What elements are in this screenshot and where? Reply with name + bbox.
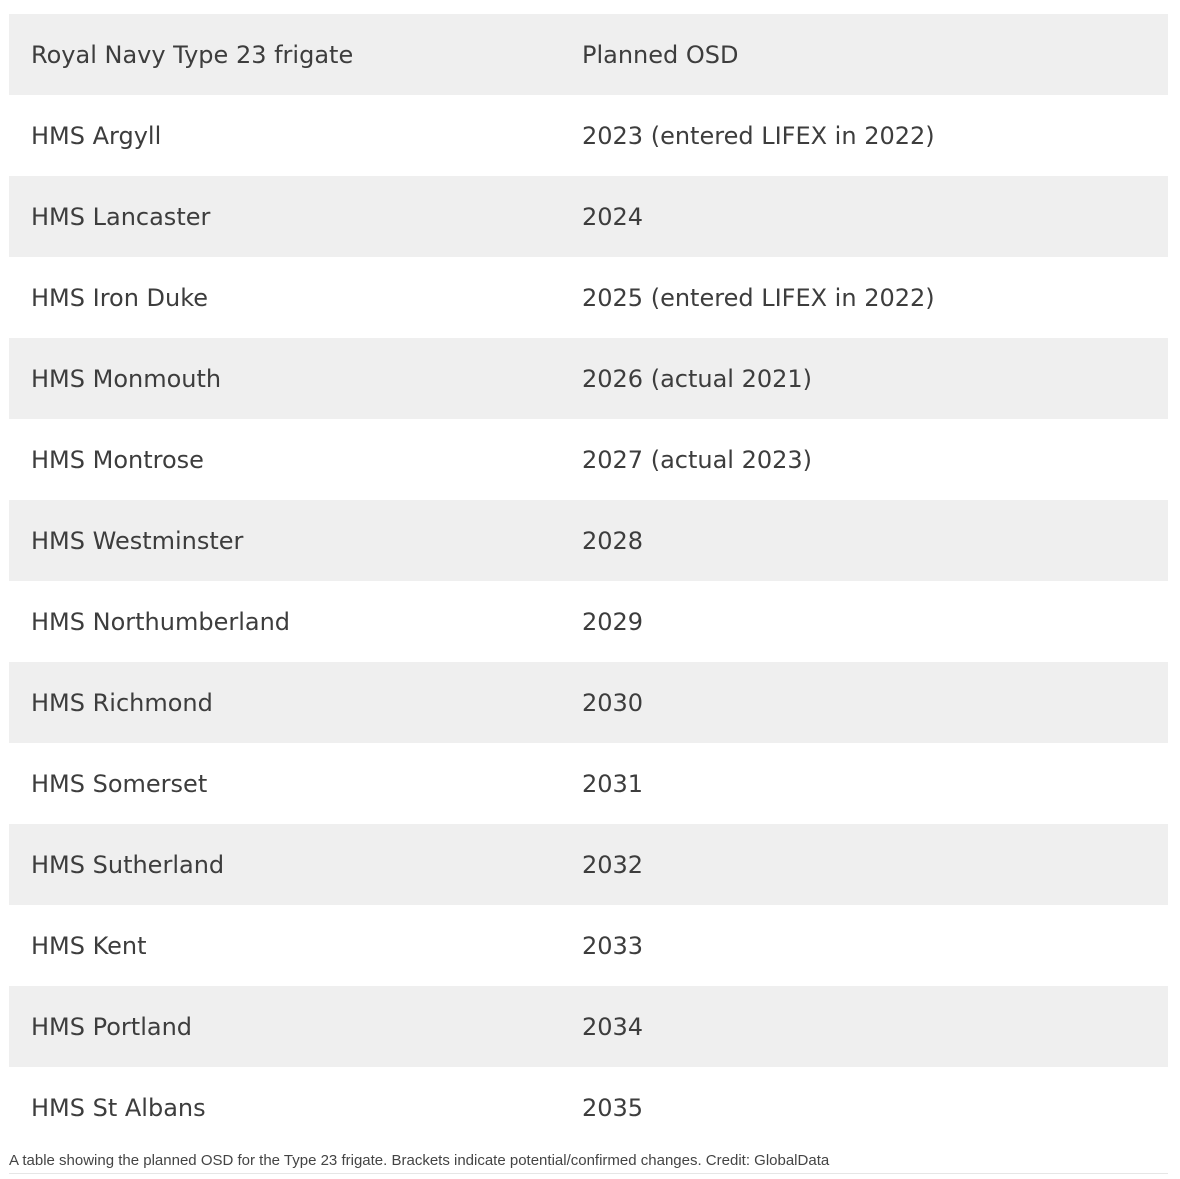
ship-name: HMS Portland (31, 1012, 193, 1041)
planned-osd: 2030 (582, 688, 644, 717)
ship-name: HMS Richmond (31, 688, 213, 717)
table-row: HMS Northumberland 2029 (9, 581, 1168, 662)
planned-osd: 2023 (entered LIFEX in 2022) (582, 121, 935, 150)
table-row: HMS Lancaster 2024 (9, 176, 1168, 257)
table-row: HMS Montrose 2027 (actual 2023) (9, 419, 1168, 500)
planned-osd: 2035 (582, 1093, 644, 1122)
table-row: HMS Westminster 2028 (9, 500, 1168, 581)
table-row: HMS St Albans 2035 (9, 1067, 1168, 1148)
ship-name: HMS Lancaster (31, 202, 211, 231)
planned-osd: 2032 (582, 850, 644, 879)
table-row: HMS Sutherland 2032 (9, 824, 1168, 905)
ship-name: HMS St Albans (31, 1093, 206, 1122)
table-row: HMS Argyll 2023 (entered LIFEX in 2022) (9, 95, 1168, 176)
osd-table-container: Royal Navy Type 23 frigate Planned OSD H… (9, 14, 1168, 1148)
planned-osd: 2034 (582, 1012, 644, 1041)
table-row: HMS Monmouth 2026 (actual 2021) (9, 338, 1168, 419)
header-frigate: Royal Navy Type 23 frigate (31, 40, 354, 69)
ship-name: HMS Montrose (31, 445, 204, 474)
ship-name: HMS Somerset (31, 769, 208, 798)
planned-osd: 2033 (582, 931, 644, 960)
table-row: HMS Kent 2033 (9, 905, 1168, 986)
table-header-row: Royal Navy Type 23 frigate Planned OSD (9, 14, 1168, 95)
planned-osd: 2026 (actual 2021) (582, 364, 813, 393)
header-planned-osd: Planned OSD (582, 40, 739, 69)
planned-osd: 2027 (actual 2023) (582, 445, 813, 474)
ship-name: HMS Sutherland (31, 850, 225, 879)
planned-osd: 2025 (entered LIFEX in 2022) (582, 283, 935, 312)
ship-name: HMS Argyll (31, 121, 162, 150)
table-row: HMS Richmond 2030 (9, 662, 1168, 743)
ship-name: HMS Iron Duke (31, 283, 209, 312)
planned-osd: 2024 (582, 202, 644, 231)
planned-osd: 2028 (582, 526, 644, 555)
table-row: HMS Iron Duke 2025 (entered LIFEX in 202… (9, 257, 1168, 338)
table-caption: A table showing the planned OSD for the … (9, 1152, 830, 1169)
table-row: HMS Somerset 2031 (9, 743, 1168, 824)
ship-name: HMS Kent (31, 931, 147, 960)
caption-divider (9, 1173, 1168, 1174)
ship-name: HMS Westminster (31, 526, 244, 555)
osd-table: Royal Navy Type 23 frigate Planned OSD H… (9, 14, 1168, 1148)
planned-osd: 2031 (582, 769, 644, 798)
ship-name: HMS Monmouth (31, 364, 222, 393)
table-row: HMS Portland 2034 (9, 986, 1168, 1067)
planned-osd: 2029 (582, 607, 644, 636)
ship-name: HMS Northumberland (31, 607, 291, 636)
